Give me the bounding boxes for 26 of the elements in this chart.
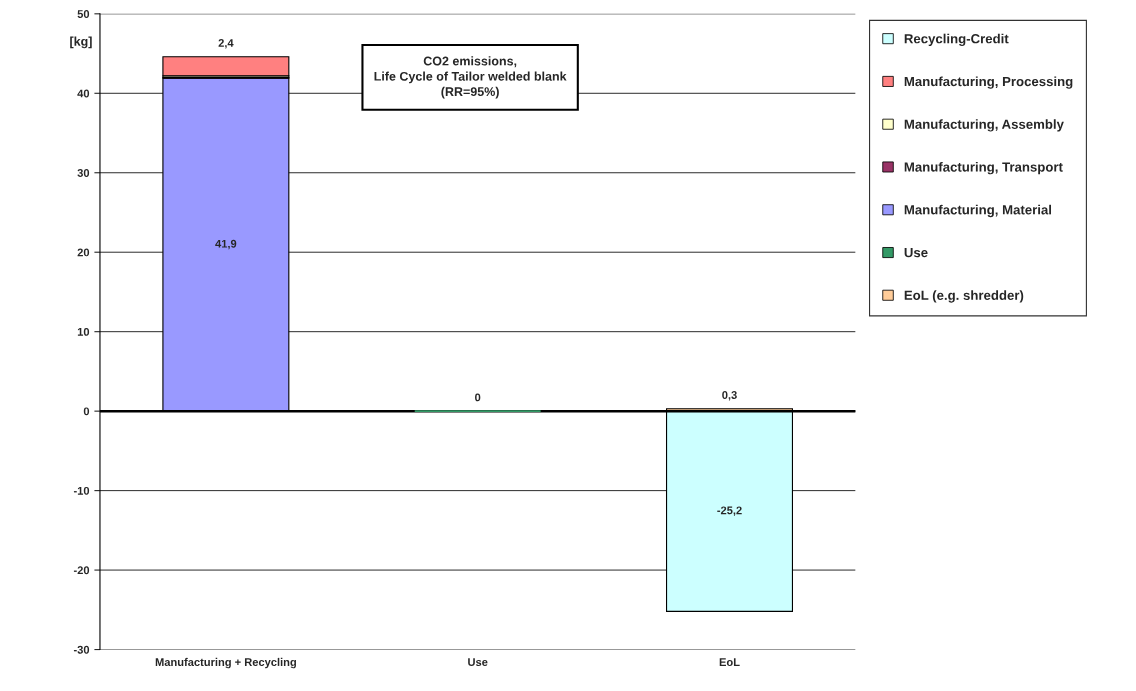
y-tick-label: -10 — [73, 486, 90, 495]
legend-label: Manufacturing, Material — [904, 204, 1052, 218]
data-label: 2,4 — [218, 39, 234, 49]
data-label: 41,9 — [215, 239, 237, 250]
legend-label: Manufacturing, Processing — [904, 76, 1073, 89]
y-tick-label: -20 — [73, 566, 90, 575]
data-label: 0 — [475, 393, 481, 402]
y-tick-label: 50 — [77, 10, 90, 18]
y-axis-title: [kg] — [70, 36, 92, 49]
y-tick-label: 30 — [77, 169, 90, 177]
x-tick-label: EoL — [719, 658, 740, 667]
text: CO2 emissions, Life Cycle of Tailor welded blank (RR=95%) — [374, 56, 567, 99]
legend-label: Manufacturing, Assembly — [904, 119, 1064, 132]
x-tick-label: Use — [468, 658, 488, 667]
legend-label: Use — [904, 248, 928, 258]
y-tick-label: 40 — [77, 89, 90, 98]
legend-label: EoL (e.g. shredder) — [904, 290, 1024, 303]
y-tick-label: 20 — [77, 248, 90, 257]
x-tick-label: Manufacturing + Recycling — [155, 657, 296, 669]
legend-label: Manufacturing, Transport — [904, 162, 1063, 175]
data-label: 0,3 — [722, 391, 737, 401]
data-label: -25,2 — [717, 506, 742, 516]
y-tick-label: 10 — [77, 327, 90, 336]
y-tick-label: 0 — [83, 407, 90, 416]
legend-label: Recycling-Credit — [904, 33, 1009, 47]
y-tick-label: -30 — [73, 645, 90, 654]
